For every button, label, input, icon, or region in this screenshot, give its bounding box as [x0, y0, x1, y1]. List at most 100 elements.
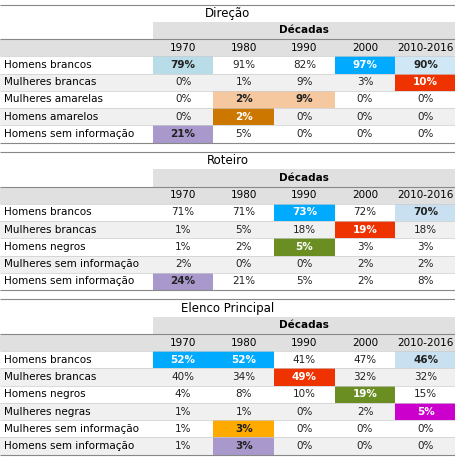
- Text: 73%: 73%: [291, 207, 316, 218]
- Text: 0%: 0%: [417, 424, 433, 434]
- Text: 5%: 5%: [416, 407, 434, 417]
- Text: Homens sem informação: Homens sem informação: [4, 441, 134, 451]
- Text: 34%: 34%: [232, 372, 255, 382]
- Text: 0%: 0%: [296, 112, 312, 122]
- Text: 1%: 1%: [174, 242, 191, 252]
- Text: 2000: 2000: [351, 190, 377, 200]
- Text: 5%: 5%: [295, 276, 312, 287]
- Text: 3%: 3%: [234, 441, 252, 451]
- FancyBboxPatch shape: [213, 437, 273, 455]
- FancyBboxPatch shape: [334, 386, 394, 403]
- Text: 2000: 2000: [351, 338, 377, 348]
- Text: 2010-2016: 2010-2016: [397, 190, 453, 200]
- Text: 8%: 8%: [235, 389, 252, 399]
- Text: 10%: 10%: [412, 77, 437, 87]
- Text: 0%: 0%: [417, 441, 433, 451]
- Text: 10%: 10%: [292, 389, 315, 399]
- Text: 4%: 4%: [174, 389, 191, 399]
- FancyBboxPatch shape: [273, 368, 334, 386]
- Text: Mulheres brancas: Mulheres brancas: [4, 225, 96, 234]
- FancyBboxPatch shape: [0, 108, 455, 125]
- Text: 1%: 1%: [174, 441, 191, 451]
- FancyBboxPatch shape: [152, 22, 455, 39]
- Text: 15%: 15%: [413, 389, 436, 399]
- FancyBboxPatch shape: [0, 334, 455, 351]
- Text: 1%: 1%: [235, 407, 252, 417]
- FancyBboxPatch shape: [394, 403, 455, 420]
- Text: 1980: 1980: [230, 338, 256, 348]
- FancyBboxPatch shape: [0, 56, 455, 74]
- Text: 71%: 71%: [232, 207, 255, 218]
- Text: 41%: 41%: [292, 355, 315, 365]
- Text: 18%: 18%: [413, 225, 436, 234]
- Text: 5%: 5%: [235, 129, 252, 139]
- FancyBboxPatch shape: [0, 351, 455, 368]
- Text: 9%: 9%: [295, 77, 312, 87]
- Text: 0%: 0%: [417, 112, 433, 122]
- FancyBboxPatch shape: [334, 56, 394, 74]
- Text: 3%: 3%: [416, 242, 433, 252]
- Text: 19%: 19%: [352, 389, 377, 399]
- FancyBboxPatch shape: [394, 351, 455, 368]
- FancyBboxPatch shape: [0, 204, 455, 221]
- FancyBboxPatch shape: [152, 273, 213, 290]
- Text: 2%: 2%: [356, 407, 373, 417]
- Text: 2%: 2%: [416, 259, 433, 269]
- Text: 0%: 0%: [175, 77, 191, 87]
- Text: 52%: 52%: [170, 355, 195, 365]
- Text: 1990: 1990: [291, 190, 317, 200]
- Text: 0%: 0%: [296, 259, 312, 269]
- Text: 49%: 49%: [291, 372, 316, 382]
- Text: 0%: 0%: [356, 95, 372, 105]
- FancyBboxPatch shape: [213, 420, 273, 437]
- Text: Elenco Principal: Elenco Principal: [181, 302, 274, 314]
- Text: 1%: 1%: [174, 407, 191, 417]
- Text: 72%: 72%: [353, 207, 376, 218]
- FancyBboxPatch shape: [273, 238, 334, 255]
- Text: 0%: 0%: [296, 129, 312, 139]
- Text: 0%: 0%: [356, 129, 372, 139]
- Text: 1990: 1990: [291, 338, 317, 348]
- Text: Homens amarelos: Homens amarelos: [4, 112, 98, 122]
- Text: 0%: 0%: [296, 407, 312, 417]
- Text: 0%: 0%: [417, 95, 433, 105]
- FancyBboxPatch shape: [213, 108, 273, 125]
- FancyBboxPatch shape: [0, 420, 455, 437]
- Text: 2%: 2%: [235, 242, 252, 252]
- Text: 1990: 1990: [291, 43, 317, 53]
- FancyBboxPatch shape: [152, 125, 213, 143]
- FancyBboxPatch shape: [0, 238, 455, 255]
- FancyBboxPatch shape: [0, 186, 455, 204]
- Text: 2%: 2%: [356, 276, 373, 287]
- FancyBboxPatch shape: [0, 74, 455, 91]
- Text: 1970: 1970: [170, 338, 196, 348]
- Text: 2%: 2%: [174, 259, 191, 269]
- FancyBboxPatch shape: [0, 368, 455, 386]
- FancyBboxPatch shape: [394, 74, 455, 91]
- Text: 0%: 0%: [356, 112, 372, 122]
- Text: 3%: 3%: [356, 77, 373, 87]
- Text: 1980: 1980: [230, 190, 256, 200]
- FancyBboxPatch shape: [394, 204, 455, 221]
- Text: 2010-2016: 2010-2016: [397, 43, 453, 53]
- Text: Mulheres amarelas: Mulheres amarelas: [4, 95, 102, 105]
- Text: Homens brancos: Homens brancos: [4, 60, 91, 70]
- Text: Direção: Direção: [205, 7, 250, 20]
- Text: 0%: 0%: [356, 424, 372, 434]
- Text: 18%: 18%: [292, 225, 315, 234]
- Text: 0%: 0%: [175, 112, 191, 122]
- Text: Homens brancos: Homens brancos: [4, 207, 91, 218]
- Text: 1980: 1980: [230, 43, 256, 53]
- Text: Mulheres brancas: Mulheres brancas: [4, 372, 96, 382]
- Text: Mulheres brancas: Mulheres brancas: [4, 77, 96, 87]
- Text: 32%: 32%: [413, 372, 436, 382]
- Text: Homens sem informação: Homens sem informação: [4, 129, 134, 139]
- Text: 97%: 97%: [352, 60, 377, 70]
- FancyBboxPatch shape: [0, 221, 455, 238]
- Text: Homens sem informação: Homens sem informação: [4, 276, 134, 287]
- Text: Roteiro: Roteiro: [207, 154, 248, 167]
- Text: 19%: 19%: [352, 225, 377, 234]
- Text: Homens negros: Homens negros: [4, 389, 85, 399]
- Text: 1%: 1%: [174, 424, 191, 434]
- FancyBboxPatch shape: [394, 56, 455, 74]
